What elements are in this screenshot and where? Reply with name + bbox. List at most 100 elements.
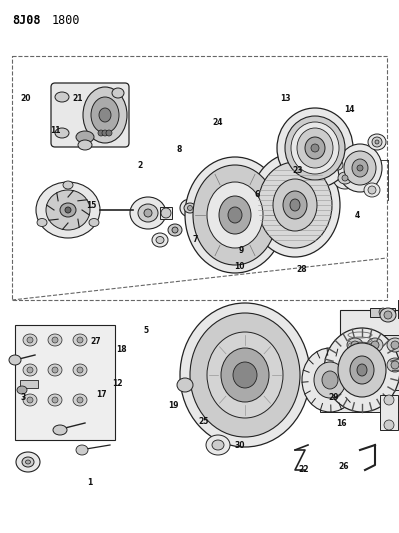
Text: 9: 9: [239, 246, 244, 255]
Ellipse shape: [291, 122, 339, 174]
Ellipse shape: [168, 224, 182, 236]
Ellipse shape: [273, 179, 317, 231]
Ellipse shape: [357, 364, 367, 376]
Ellipse shape: [52, 397, 58, 403]
Ellipse shape: [368, 134, 386, 150]
Text: 20: 20: [21, 94, 31, 103]
Ellipse shape: [91, 97, 119, 133]
Ellipse shape: [55, 128, 69, 138]
Text: 16: 16: [336, 419, 346, 428]
Ellipse shape: [185, 157, 285, 273]
Ellipse shape: [375, 140, 379, 144]
Ellipse shape: [73, 394, 87, 406]
Bar: [370, 308, 395, 317]
Ellipse shape: [73, 364, 87, 376]
Text: 30: 30: [234, 441, 245, 449]
Ellipse shape: [207, 332, 283, 418]
Ellipse shape: [177, 378, 193, 392]
Ellipse shape: [379, 308, 387, 316]
Ellipse shape: [144, 209, 152, 217]
Text: 25: 25: [198, 417, 209, 425]
Ellipse shape: [156, 237, 164, 244]
Ellipse shape: [228, 207, 242, 223]
Ellipse shape: [23, 334, 37, 346]
Ellipse shape: [23, 394, 37, 406]
Ellipse shape: [322, 371, 338, 389]
Ellipse shape: [63, 181, 73, 189]
Ellipse shape: [102, 130, 108, 136]
Text: 19: 19: [168, 401, 179, 409]
Ellipse shape: [180, 199, 200, 217]
Ellipse shape: [371, 361, 379, 369]
Ellipse shape: [130, 197, 166, 229]
Ellipse shape: [48, 334, 62, 346]
Ellipse shape: [311, 144, 319, 152]
Ellipse shape: [277, 108, 353, 188]
Bar: [340, 335, 399, 390]
Ellipse shape: [351, 341, 359, 349]
Ellipse shape: [357, 165, 363, 171]
Ellipse shape: [77, 397, 83, 403]
Ellipse shape: [106, 130, 112, 136]
Ellipse shape: [372, 137, 382, 147]
Ellipse shape: [380, 308, 396, 322]
Ellipse shape: [352, 159, 368, 177]
Ellipse shape: [9, 355, 21, 365]
Ellipse shape: [55, 92, 69, 102]
Ellipse shape: [180, 303, 310, 447]
Text: 11: 11: [51, 126, 61, 135]
Ellipse shape: [314, 362, 346, 398]
FancyBboxPatch shape: [51, 83, 129, 147]
Text: 28: 28: [296, 265, 306, 273]
Ellipse shape: [48, 394, 62, 406]
Bar: [12, 56, 387, 300]
Text: 1: 1: [87, 478, 93, 487]
Ellipse shape: [73, 334, 87, 346]
Ellipse shape: [53, 425, 67, 435]
Ellipse shape: [250, 153, 340, 257]
Text: 14: 14: [344, 105, 354, 114]
Ellipse shape: [76, 445, 88, 455]
Ellipse shape: [16, 452, 40, 472]
Ellipse shape: [297, 128, 333, 168]
Ellipse shape: [27, 367, 33, 373]
Ellipse shape: [384, 311, 392, 319]
Ellipse shape: [387, 358, 399, 372]
Ellipse shape: [219, 196, 251, 234]
Ellipse shape: [207, 182, 263, 248]
Ellipse shape: [184, 203, 196, 213]
Ellipse shape: [384, 395, 394, 405]
Ellipse shape: [99, 108, 111, 122]
Text: 29: 29: [328, 393, 338, 401]
Ellipse shape: [138, 204, 158, 222]
Bar: [380, 395, 398, 430]
Bar: [20, 380, 38, 388]
Ellipse shape: [76, 131, 94, 143]
Text: 3: 3: [20, 393, 26, 401]
Ellipse shape: [48, 364, 62, 376]
Text: 12: 12: [113, 379, 123, 388]
Ellipse shape: [305, 137, 325, 159]
Ellipse shape: [387, 338, 399, 352]
Ellipse shape: [78, 140, 92, 150]
Text: 17: 17: [97, 390, 107, 399]
Ellipse shape: [368, 186, 376, 194]
Bar: [15, 325, 115, 440]
Ellipse shape: [152, 233, 168, 247]
Ellipse shape: [17, 386, 27, 394]
Ellipse shape: [367, 338, 383, 352]
Ellipse shape: [285, 116, 345, 180]
Ellipse shape: [338, 144, 382, 192]
Ellipse shape: [391, 341, 399, 349]
Text: 2: 2: [137, 161, 142, 169]
Text: 8J08: 8J08: [12, 14, 41, 27]
Ellipse shape: [193, 165, 277, 265]
Ellipse shape: [338, 172, 352, 184]
Ellipse shape: [324, 328, 399, 412]
Ellipse shape: [98, 130, 104, 136]
Text: 18: 18: [117, 345, 127, 353]
Text: 10: 10: [234, 262, 245, 271]
Ellipse shape: [258, 162, 332, 248]
Text: 21: 21: [73, 94, 83, 103]
Text: 7: 7: [193, 236, 198, 244]
